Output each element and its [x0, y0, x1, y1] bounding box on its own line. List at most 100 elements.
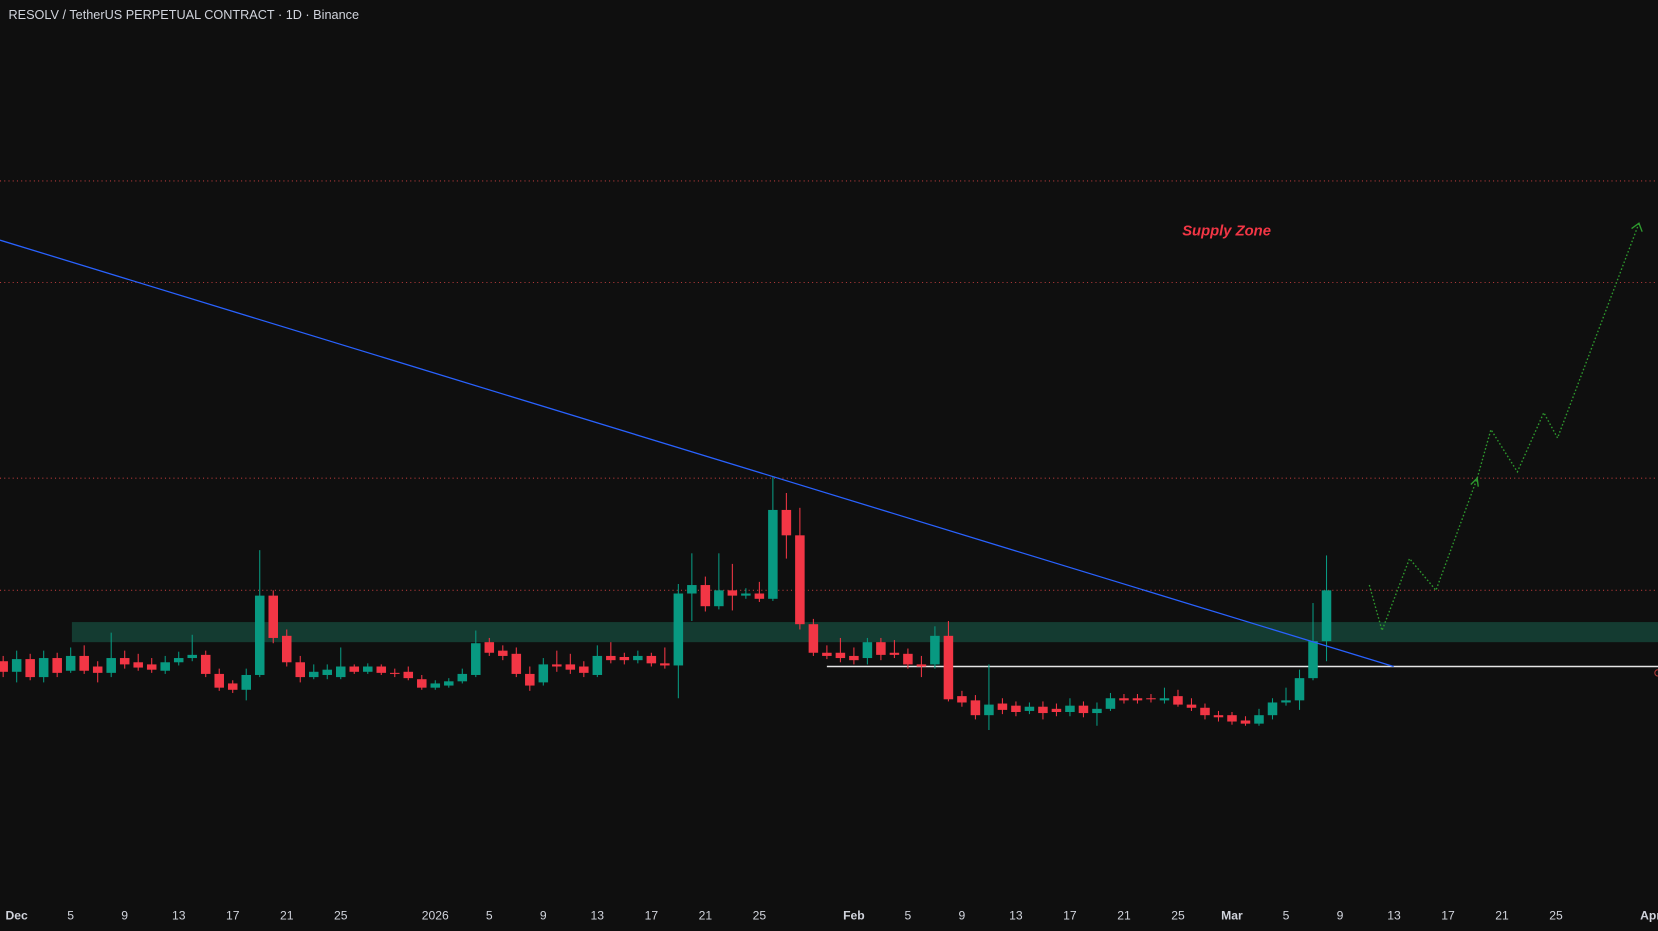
candle-body [1254, 715, 1264, 724]
candle-body [1051, 708, 1062, 713]
x-tick-label: Apr [1640, 908, 1658, 922]
candle-body [1132, 698, 1143, 701]
candle-body [146, 664, 157, 670]
candle-body [1011, 705, 1021, 713]
candle-body [984, 704, 994, 716]
candle-body [849, 655, 859, 661]
candle-body [65, 655, 76, 671]
candle-body [552, 664, 562, 667]
candle-body [308, 671, 319, 678]
candle-body [119, 658, 130, 665]
candle-body [1038, 706, 1048, 714]
candle-body [822, 652, 832, 656]
candle-body [700, 585, 711, 607]
x-tick-label: 25 [1549, 908, 1563, 922]
candle-body [484, 642, 495, 653]
candle-body [606, 655, 616, 661]
x-tick-label: 9 [540, 908, 547, 922]
x-tick-label: Mar [1221, 908, 1243, 922]
candle-body [1321, 590, 1332, 642]
candle-body [1240, 720, 1251, 724]
candle-body [160, 662, 170, 671]
candle-body [106, 658, 116, 673]
candle-body [1024, 706, 1035, 711]
projection-path [1368, 222, 1640, 633]
x-tick-label: 5 [486, 908, 493, 922]
x-tick-label: 21 [699, 908, 713, 922]
candle-body [390, 672, 400, 674]
candle-body [471, 643, 481, 675]
x-tick-label: 17 [1063, 908, 1077, 922]
x-axis: Dec 5 9 13 17 21 25 2026 5 9 13 17 21 25 Feb 5 9 13 17 21 25… [6, 908, 1658, 922]
x-tick-label: 13 [1009, 908, 1023, 922]
candle-body [1078, 705, 1089, 714]
candle-body [227, 683, 238, 690]
demand-zone [71, 622, 1658, 643]
x-tick-label: 5 [67, 908, 74, 922]
projection-arrow [1470, 476, 1479, 487]
candle-body [1173, 696, 1183, 705]
candle-body [633, 655, 643, 661]
candle-body [1281, 700, 1291, 703]
candles [0, 476, 1332, 730]
candle-body [565, 664, 576, 670]
candle-body [1267, 702, 1278, 716]
candle-body [1146, 698, 1156, 700]
candle-body [52, 658, 62, 673]
candle-body [1092, 708, 1102, 714]
candle-body [1227, 715, 1237, 722]
candle-body [673, 593, 684, 666]
candle-body [444, 681, 454, 686]
x-tick-label: 21 [1495, 908, 1509, 922]
candle-body [997, 703, 1008, 710]
x-tick-label: 21 [1117, 908, 1131, 922]
candle-body [1308, 641, 1318, 679]
x-tick-label: 17 [645, 908, 659, 922]
candle-body [1105, 698, 1116, 709]
trend-line [0, 239, 1394, 668]
x-tick-label: Dec [6, 908, 29, 922]
candle-body [11, 659, 22, 672]
candle-body [336, 666, 346, 678]
projection-arrow [1631, 222, 1643, 232]
x-tick-label: 17 [1441, 908, 1455, 922]
candle-body [795, 535, 805, 625]
candle-body [714, 590, 724, 607]
candle-body [876, 642, 886, 655]
candle-body [525, 673, 535, 686]
candle-body [254, 595, 265, 675]
candle-body [457, 673, 468, 682]
annotation: Supply Zone [1182, 224, 1271, 240]
x-tick-label: 5 [1283, 908, 1290, 922]
chart-title: RESOLV / TetherUS PERPETUAL CONTRACT · 1… [8, 8, 359, 22]
candle-body [214, 673, 224, 688]
candle-body [754, 593, 765, 599]
candle-body [376, 666, 387, 673]
candle-body [173, 658, 184, 663]
candle-body [1065, 705, 1075, 713]
candle-body [417, 679, 427, 688]
x-tick-label: 9 [959, 908, 966, 922]
candle-body [619, 656, 630, 661]
candle-body [133, 662, 143, 668]
candle-body [1213, 715, 1224, 718]
candle-body [295, 662, 306, 678]
candle-body [808, 624, 819, 653]
candle-body [363, 666, 373, 672]
candle-body [943, 635, 954, 700]
candle-body [903, 653, 913, 665]
candle-body [241, 674, 251, 690]
candle-body [741, 593, 751, 596]
x-tick-label: 2026 [422, 908, 449, 922]
x-tick-label: 17 [226, 908, 240, 922]
candle-body [768, 509, 778, 599]
candle-body [970, 700, 981, 716]
candle-body [322, 669, 333, 675]
x-tick-label: 13 [1387, 908, 1401, 922]
candle-body [268, 595, 279, 638]
candle-body [38, 658, 49, 678]
x-tick-label: 13 [591, 908, 605, 922]
x-tick-label: Feb [843, 908, 865, 922]
